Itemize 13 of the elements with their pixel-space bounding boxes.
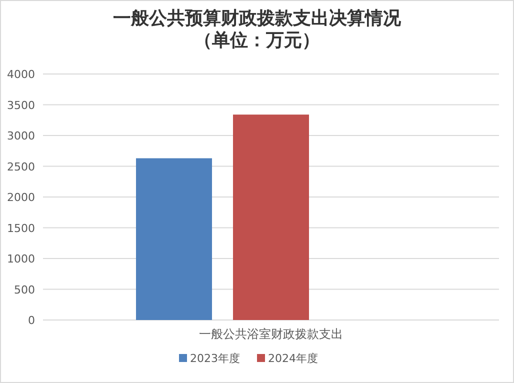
y-tick-label: 2000 — [7, 191, 35, 204]
y-tick-label: 0 — [28, 314, 35, 327]
y-tick-label: 1500 — [7, 222, 35, 235]
y-tick-label: 3500 — [7, 98, 35, 112]
legend-label: 2023年度 — [190, 352, 240, 365]
x-tick-label: 一般公共浴室财政拨款支出 — [199, 327, 343, 341]
chart-title: 一般公共预算财政拨款支出决算情况（单位：万元） — [112, 8, 402, 52]
y-tick-label: 2500 — [7, 160, 35, 174]
y-tick-label: 1000 — [7, 252, 35, 266]
y-tick-label: 3000 — [7, 130, 35, 142]
y-tick-label: 500 — [14, 283, 35, 296]
y-tick-label: 4000 — [7, 68, 35, 81]
legend-label: 2024年度 — [268, 352, 318, 365]
